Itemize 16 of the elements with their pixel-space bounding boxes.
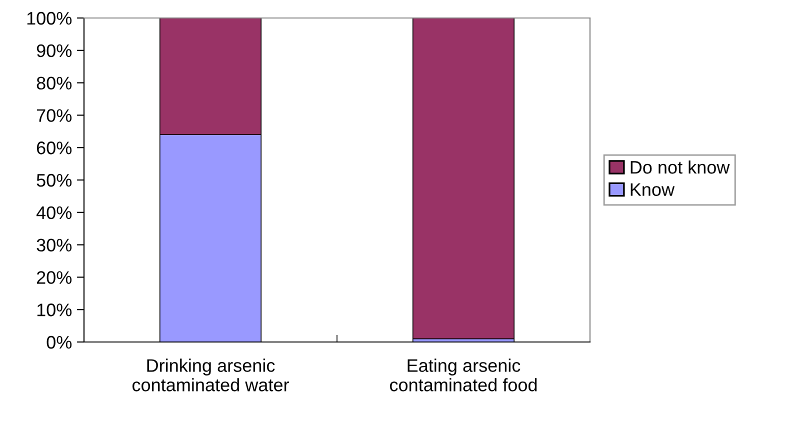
y-tick-label: 30% bbox=[36, 238, 72, 252]
legend-label: Do not know bbox=[630, 160, 730, 174]
y-tick-label: 20% bbox=[36, 271, 72, 284]
y-tick-label: 70% bbox=[36, 109, 72, 122]
x-tick-label: Drinking arsenic contaminated water bbox=[132, 358, 289, 392]
legend-label: Know bbox=[630, 183, 675, 196]
y-tick-label: 40% bbox=[36, 206, 72, 220]
y-tick-label: 100% bbox=[27, 12, 72, 25]
y-tick-label: 50% bbox=[36, 174, 72, 187]
x-tick-label: Eating arsenic contaminated food bbox=[390, 358, 537, 392]
y-tick-label: 60% bbox=[36, 142, 72, 154]
bar bbox=[412, 18, 515, 340]
y-tick-label: 10% bbox=[37, 304, 72, 316]
y-tick-label: 0% bbox=[46, 336, 72, 349]
y-tick-label: 90% bbox=[36, 44, 72, 58]
y-tick-label: 80% bbox=[36, 76, 72, 90]
